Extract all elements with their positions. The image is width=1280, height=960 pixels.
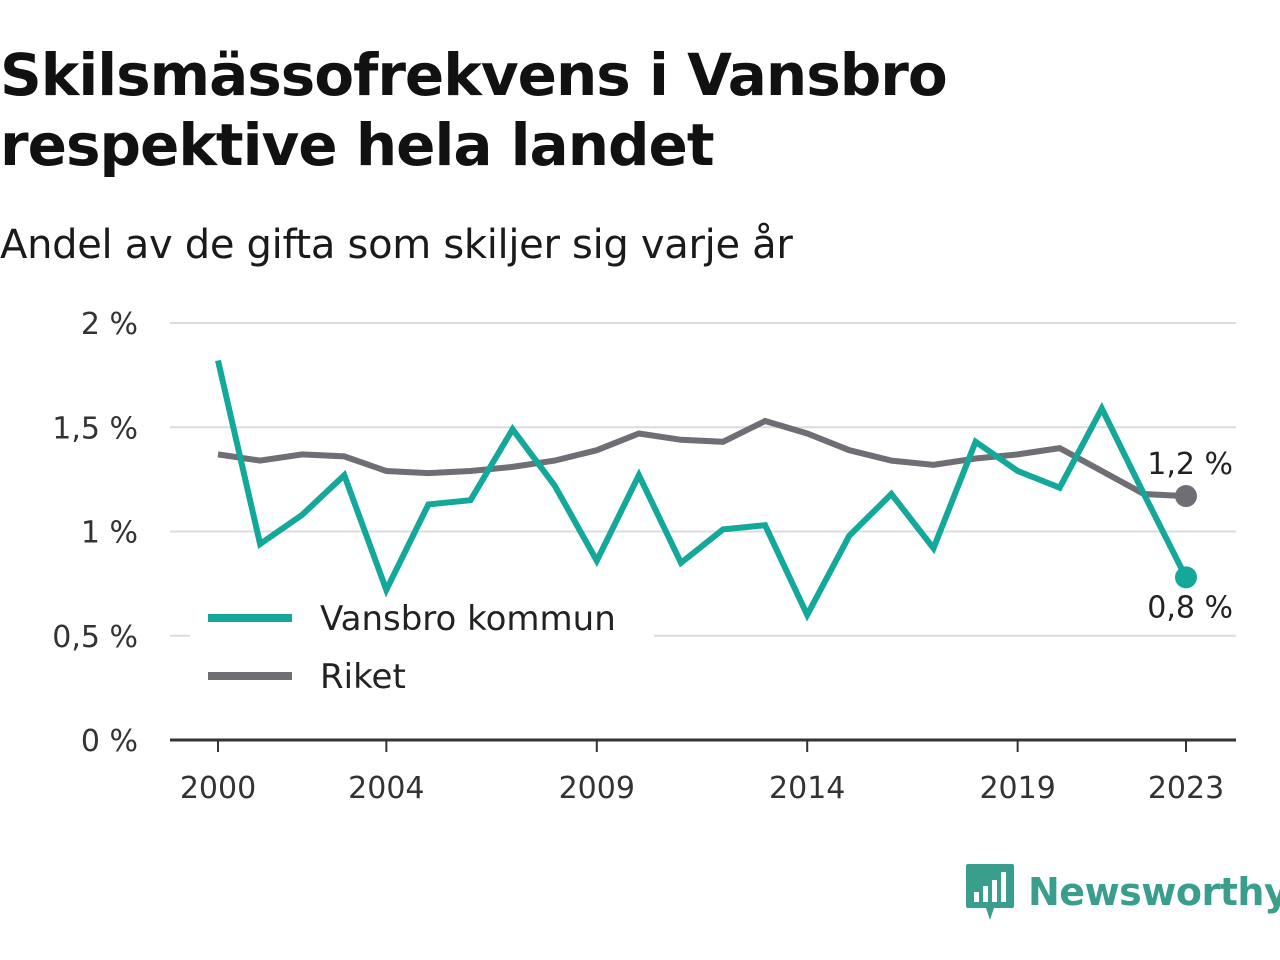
- end-point-marker: [1175, 485, 1197, 508]
- end-value-label: 0,8 %: [1147, 590, 1233, 625]
- series-line: [217, 417, 1187, 500]
- chart-subtitle: Andel av de gifta som skiljer sig varje …: [0, 222, 793, 268]
- end-labels: 0,8 % 1,2 %: [1147, 447, 1233, 625]
- y-tick-label: 1,5 %: [52, 411, 138, 446]
- y-tick-label: 1 %: [81, 516, 138, 551]
- bar-chart-logo-icon: [966, 864, 1014, 920]
- x-tick-label: 2019: [979, 771, 1055, 806]
- x-tick-label: 2000: [180, 771, 256, 806]
- grid-lines: [170, 322, 1236, 637]
- x-tick-label: 2023: [1148, 771, 1224, 806]
- axes: 0 % 0,5 % 1 % 1,5 % 2 % 2000 2004 2009 2014 2019 2…: [52, 307, 1236, 806]
- y-tick-label: 0,5 %: [52, 620, 138, 655]
- series-line: [215, 359, 1189, 622]
- y-tick-label: 0 %: [81, 724, 138, 759]
- brand-name: Newsworthy: [1028, 870, 1280, 914]
- brand-logo[interactable]: Newsworthy: [964, 862, 1280, 922]
- legend-background: [190, 592, 654, 706]
- series-lines: [215, 359, 1197, 622]
- end-point-marker: [1175, 566, 1197, 589]
- x-tick-label: 2004: [348, 771, 424, 806]
- legend-label: Riket: [320, 657, 406, 697]
- x-tick-label: 2009: [559, 771, 635, 806]
- legend-label: Vansbro kommun: [320, 599, 616, 639]
- x-tick-label: 2014: [769, 771, 845, 806]
- legend: Vansbro kommun Riket: [190, 592, 654, 706]
- end-value-label: 1,2 %: [1147, 447, 1233, 482]
- y-tick-label: 2 %: [81, 307, 138, 342]
- chart-title: Skilsmässofrekvens i Vansbro respektive …: [0, 41, 948, 179]
